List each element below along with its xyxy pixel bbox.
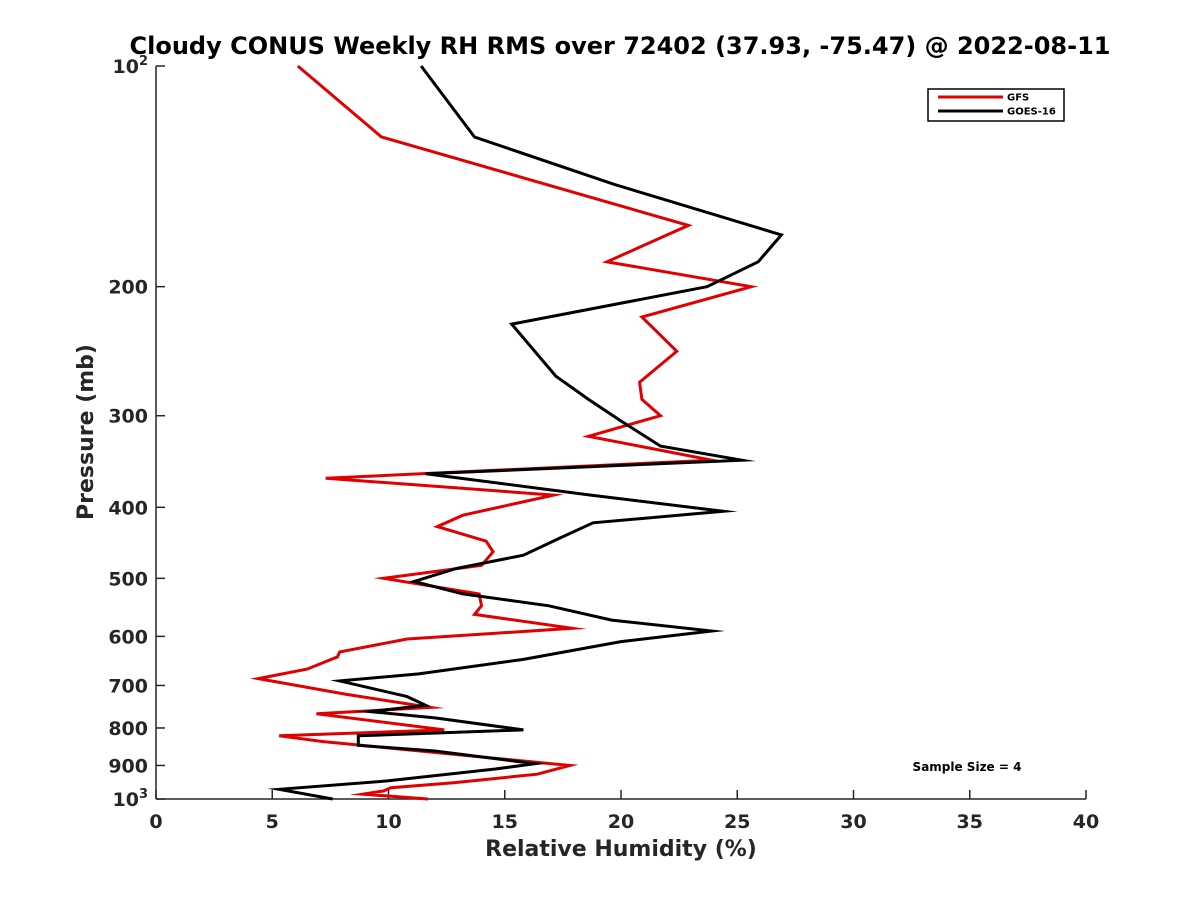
x-tick-label: 10 xyxy=(375,811,401,833)
y-tick-label: 600 xyxy=(108,626,148,648)
sample-size-annotation: Sample Size = 4 xyxy=(913,760,1022,774)
x-tick-label: 35 xyxy=(957,811,983,833)
y-tick-label: 400 xyxy=(108,497,148,519)
x-tick-label: 25 xyxy=(724,811,750,833)
y-tick-label: 500 xyxy=(108,568,148,590)
series-line-goes-16 xyxy=(267,65,785,801)
legend-box xyxy=(927,88,1065,122)
x-tick-label: 20 xyxy=(608,811,634,833)
x-tick-label: 30 xyxy=(840,811,866,833)
x-tick-label: 5 xyxy=(266,811,279,833)
plot-area xyxy=(156,66,1086,799)
series-line-gfs xyxy=(250,64,759,801)
legend-label: GOES-16 xyxy=(1007,107,1056,118)
y-tick-label: 800 xyxy=(108,718,148,740)
legend-label: GFS xyxy=(1007,93,1029,104)
x-tick-label: 0 xyxy=(149,811,162,833)
y-tick-label: 200 xyxy=(108,277,148,299)
y-tick-label: 102 xyxy=(113,54,149,78)
legend: GFS GOES-16 xyxy=(927,88,1065,122)
chart-title: Cloudy CONUS Weekly RH RMS over 72402 (3… xyxy=(130,32,1111,60)
x-tick-label: 15 xyxy=(492,811,518,833)
series-layer xyxy=(250,64,785,801)
x-tick-label: 40 xyxy=(1073,811,1099,833)
y-tick-label: 700 xyxy=(108,675,148,697)
x-axis-label: Relative Humidity (%) xyxy=(485,837,757,862)
y-axis-ticks: 102 200 300 400 500 600 700 800 900 103 xyxy=(108,54,165,811)
y-tick-label: 300 xyxy=(108,406,148,428)
y-axis-label: Pressure (mb) xyxy=(74,344,99,520)
y-tick-label: 103 xyxy=(113,787,149,811)
x-axis-ticks: 0 5 10 15 20 25 30 35 40 xyxy=(149,790,1099,833)
y-tick-label: 900 xyxy=(108,755,148,777)
